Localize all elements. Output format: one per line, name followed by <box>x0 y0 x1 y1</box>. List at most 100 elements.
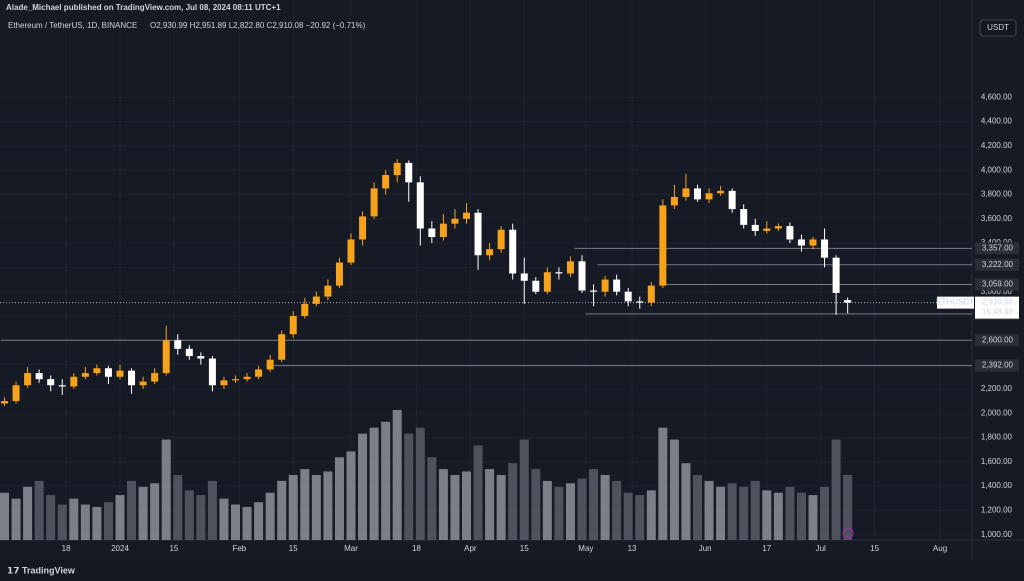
footer <box>0 560 1024 581</box>
candle-body <box>532 280 540 292</box>
symbol-info: Ethereum / TetherUS, 1D, BINANCE <box>8 21 137 30</box>
volume-bar <box>427 457 437 540</box>
volume-bar <box>381 421 391 540</box>
candle-body <box>797 239 805 246</box>
volume-bar <box>727 483 737 540</box>
x-tick-label: 13 <box>628 544 637 553</box>
candle-body <box>786 226 794 240</box>
candle-body <box>289 316 297 335</box>
candle-body <box>774 226 782 229</box>
candle-body <box>428 228 436 238</box>
y-tick-label: 2,200.00 <box>981 384 1013 393</box>
candle-body <box>139 381 147 386</box>
y-tick-label: 1,800.00 <box>981 433 1013 442</box>
currency[interactable]: USDT <box>987 23 1009 32</box>
candle-body <box>151 373 159 382</box>
volume-bar <box>92 506 102 540</box>
volume-bar <box>150 483 160 540</box>
volume-bar <box>311 475 321 540</box>
volume-bar <box>415 427 425 540</box>
candle-body <box>821 239 829 258</box>
volume-bar <box>196 495 206 540</box>
x-tick-label: Aug <box>933 544 947 553</box>
volume-bar <box>462 471 471 540</box>
volume-bar <box>23 486 33 540</box>
x-tick-label: Feb <box>232 544 246 553</box>
candle-body <box>255 369 263 377</box>
level-label-box <box>975 334 1019 347</box>
volume-bar <box>358 433 368 540</box>
level-label: 3,059.00 <box>982 280 1014 289</box>
candle-body <box>844 300 852 303</box>
candle-body <box>497 229 505 250</box>
volume-bar <box>34 480 44 540</box>
y-tick-label: 4,200.00 <box>981 141 1013 150</box>
volume-bar <box>473 445 483 540</box>
volume-bar <box>519 439 529 540</box>
candle-body <box>705 193 713 200</box>
candle-body <box>278 334 286 360</box>
candle-body <box>266 359 274 370</box>
published-by: Alade_Michael published on TradingView.c… <box>6 3 281 12</box>
candle-body <box>416 182 424 229</box>
volume-bar <box>669 439 679 540</box>
candle-body <box>70 376 78 387</box>
volume-bar <box>681 463 691 540</box>
candle-body <box>93 368 101 374</box>
candle-body <box>104 368 112 377</box>
candle-body <box>578 261 586 291</box>
volume-bar <box>623 492 633 540</box>
volume-bar <box>404 433 414 540</box>
volume-bar <box>323 471 333 540</box>
volume-bar <box>369 427 379 540</box>
level-label: 2,392.00 <box>982 361 1014 370</box>
candle-body <box>220 380 228 386</box>
level-label: 2,600.00 <box>982 335 1014 344</box>
x-tick-label: Jul <box>816 544 826 553</box>
volume-bar <box>820 486 830 540</box>
volume-bar <box>46 495 56 540</box>
volume-bar <box>115 495 125 540</box>
y-tick-label: 4,000.00 <box>981 165 1013 174</box>
candle-body <box>35 373 43 380</box>
volume-bar <box>300 469 310 540</box>
candle-body <box>740 209 748 225</box>
candle-body <box>439 223 447 238</box>
candle-body <box>47 379 55 386</box>
candle-body <box>601 279 609 292</box>
currency-box[interactable] <box>979 19 1017 37</box>
candle-body <box>359 216 367 240</box>
candle-body <box>162 340 170 374</box>
candle-body <box>335 262 343 286</box>
volume-bar <box>693 475 702 540</box>
candle-body <box>382 175 390 189</box>
candle-body <box>232 379 239 381</box>
volume-bar <box>646 490 656 540</box>
candle-body <box>647 285 655 303</box>
candle-body <box>24 373 32 386</box>
volume-bar <box>773 492 783 540</box>
candle-body <box>174 340 182 349</box>
y-tick-label: 2,000.00 <box>981 408 1013 417</box>
volume-bar <box>173 475 183 540</box>
volume-bar <box>531 469 541 540</box>
candle-body <box>670 196 678 206</box>
candle-body <box>12 385 20 402</box>
candle-body <box>463 212 470 219</box>
replay-icon[interactable] <box>842 527 854 539</box>
candle-body <box>486 249 494 256</box>
volume-bar <box>219 498 229 540</box>
y-tick-label: 4,400.00 <box>981 117 1013 126</box>
volume-bar <box>127 480 137 540</box>
candle-body <box>543 272 551 292</box>
candle-body <box>520 273 528 281</box>
candle-body <box>763 228 771 231</box>
candle-body <box>659 205 667 286</box>
candle-body <box>81 373 89 377</box>
candle-body <box>682 188 690 197</box>
level-label-box <box>975 242 1019 255</box>
volume-bar <box>565 483 575 540</box>
volume-bar <box>450 475 460 540</box>
x-tick-label: 17 <box>762 544 771 553</box>
volume-bar <box>334 457 344 540</box>
